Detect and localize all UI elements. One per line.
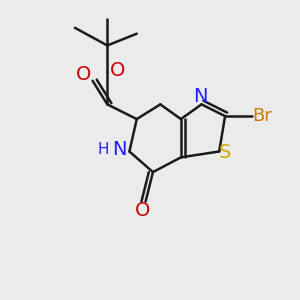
- Text: O: O: [135, 201, 150, 220]
- Text: O: O: [110, 61, 125, 80]
- Text: O: O: [76, 65, 92, 84]
- Text: N: N: [193, 88, 207, 106]
- Text: H: H: [97, 142, 109, 158]
- Text: Br: Br: [252, 107, 272, 125]
- Text: N: N: [112, 140, 126, 160]
- Text: S: S: [218, 143, 231, 162]
